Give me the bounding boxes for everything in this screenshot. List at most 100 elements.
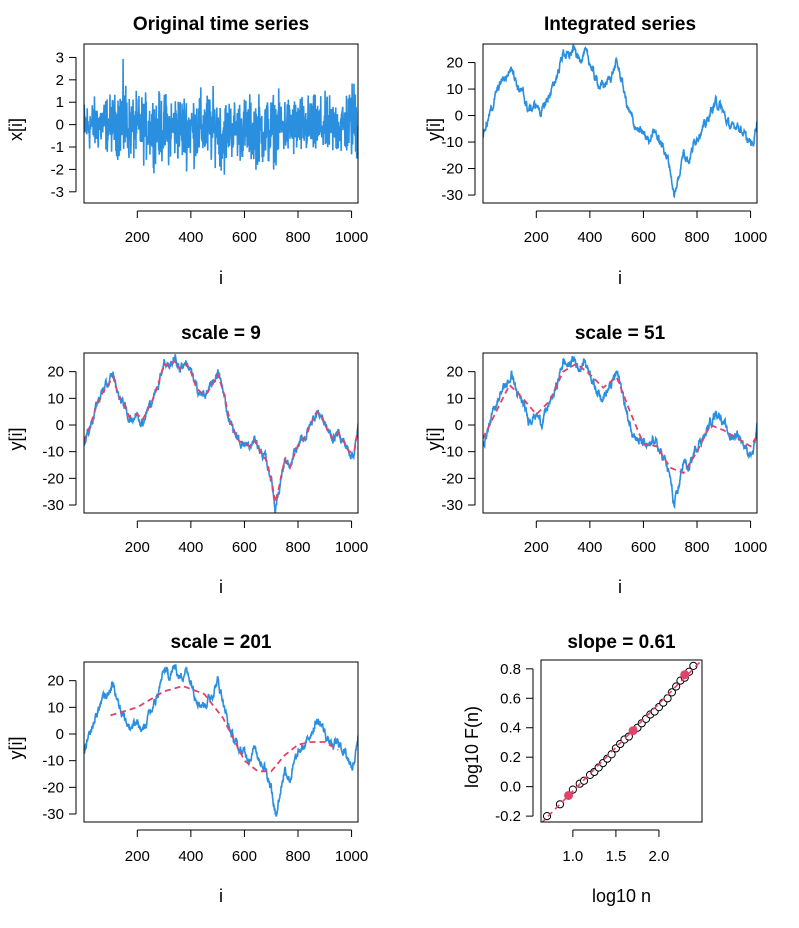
y-tick-label: -10 (42, 444, 64, 461)
x-tick-label: 600 (631, 539, 656, 556)
y-tick-label: 0.4 (500, 720, 521, 737)
y-tick-label: -0.2 (495, 808, 521, 825)
plot-area (84, 354, 358, 513)
y-tick-label: 0 (455, 108, 463, 125)
x-tick-label: 1000 (734, 539, 767, 556)
data-point (667, 688, 676, 697)
chart-title: slope = 0.61 (567, 632, 676, 653)
x-tick-label: 1000 (335, 848, 368, 865)
x-axis: 200 400 600 800 1000 (125, 829, 368, 865)
plot-area (541, 660, 702, 822)
plot-area (483, 355, 757, 510)
plot-frame (540, 659, 703, 823)
fit-line (110, 685, 339, 773)
panel-5: 200 400 600 800 1000 -30 -20 -10 0 10 20 scale = 20… (6, 632, 368, 906)
x-tick-label: 800 (684, 539, 709, 556)
y-axis-label: y[i] (424, 118, 444, 141)
x-tick-label: 800 (285, 848, 310, 865)
x-axis: 200 400 600 800 1000 (524, 210, 767, 246)
x-tick-label: 1000 (734, 229, 767, 246)
y-tick-label: -10 (441, 444, 463, 461)
y-tick-label: -20 (441, 470, 463, 487)
y-tick-label: -20 (441, 161, 463, 178)
y-tick-label: 0 (56, 117, 64, 134)
x-axis: 200 400 600 800 1000 (125, 210, 368, 246)
fit-line (84, 359, 358, 503)
plot-area (84, 59, 358, 175)
y-tick-label: 10 (47, 699, 64, 716)
y-tick-label: -10 (441, 134, 463, 151)
y-tick-label: 10 (446, 390, 463, 407)
y-axis: -30 -20 -10 0 10 20 (441, 55, 476, 204)
series-line (84, 354, 358, 513)
y-axis: -3 -2 -1 0 1 2 3 (51, 49, 77, 201)
data-point (624, 732, 633, 741)
y-tick-label: 10 (47, 390, 64, 407)
y-tick-label: -1 (51, 139, 64, 156)
y-tick-label: -2 (51, 161, 64, 178)
y-tick-label: -10 (42, 753, 64, 770)
y-axis: -30 -20 -10 0 10 20 (441, 364, 476, 514)
y-tick-label: 0 (56, 417, 64, 434)
y-tick-label: 0.8 (500, 661, 521, 678)
chart-title: scale = 9 (181, 323, 261, 344)
x-axis-label: i (219, 268, 223, 288)
y-tick-label: 0.6 (500, 690, 521, 707)
x-tick-label: 800 (285, 539, 310, 556)
x-axis-label: i (219, 577, 223, 597)
y-tick-label: 0 (455, 417, 463, 434)
y-axis: -30 -20 -10 0 10 20 (42, 673, 77, 823)
plot-frame (83, 43, 359, 204)
y-tick-label: 2 (56, 72, 64, 89)
x-tick-label: 400 (577, 229, 602, 246)
y-axis-label: y[i] (424, 427, 444, 450)
x-tick-label: 200 (125, 848, 150, 865)
plot-frame (83, 661, 359, 823)
y-axis-label: y[i] (6, 427, 26, 450)
plot-frame (83, 352, 359, 514)
y-axis-label: y[i] (6, 736, 26, 759)
plot-area (483, 44, 757, 199)
x-tick-label: 200 (524, 539, 549, 556)
y-tick-label: 0 (56, 726, 64, 743)
panel-2: 200 400 600 800 1000 -30 -20 -10 0 10 20 Integrated… (424, 14, 767, 288)
chart-title: Original time series (133, 14, 309, 35)
x-axis: 200 400 600 800 1000 (125, 520, 368, 556)
x-tick-label: 600 (232, 848, 257, 865)
y-axis: -30 -20 -10 0 10 20 (42, 364, 77, 514)
series-line (483, 355, 757, 510)
x-tick-label: 800 (684, 229, 709, 246)
y-tick-label: 20 (446, 55, 463, 72)
y-tick-label: -20 (42, 470, 64, 487)
x-tick-label: 600 (232, 539, 257, 556)
x-tick-label: 600 (631, 229, 656, 246)
y-tick-label: 0.2 (500, 749, 521, 766)
x-tick-label: 400 (178, 848, 203, 865)
y-tick-label: 10 (446, 81, 463, 98)
x-axis-label: log10 n (592, 886, 651, 906)
data-point (568, 785, 577, 794)
series-line (483, 44, 757, 199)
x-tick-label: 200 (125, 539, 150, 556)
panel-1: 200 400 600 800 1000 -3 -2 -1 0 1 2 3 Original time … (6, 14, 368, 288)
x-tick-label: 2.0 (649, 848, 670, 865)
y-tick-label: -20 (42, 779, 64, 796)
x-tick-label: 1.5 (605, 848, 626, 865)
y-tick-label: -30 (441, 497, 463, 514)
y-axis: -0.2 0.0 0.2 0.4 0.6 0.8 (495, 661, 534, 825)
x-tick-label: 400 (577, 539, 602, 556)
y-axis-label: x[i] (6, 118, 26, 141)
y-tick-label: 3 (56, 49, 64, 66)
x-axis-label: i (618, 577, 622, 597)
plot-frame (482, 352, 758, 514)
panel-4: 200 400 600 800 1000 -30 -20 -10 0 10 20 scale = 51… (424, 323, 767, 597)
x-tick-label: 400 (178, 229, 203, 246)
chart-title: scale = 201 (171, 632, 272, 653)
x-tick-label: 200 (125, 229, 150, 246)
x-axis-label: i (618, 268, 622, 288)
plot-frame (482, 43, 758, 204)
chart-title: scale = 51 (575, 323, 666, 344)
y-tick-label: 0.0 (500, 779, 521, 796)
x-tick-label: 800 (285, 229, 310, 246)
